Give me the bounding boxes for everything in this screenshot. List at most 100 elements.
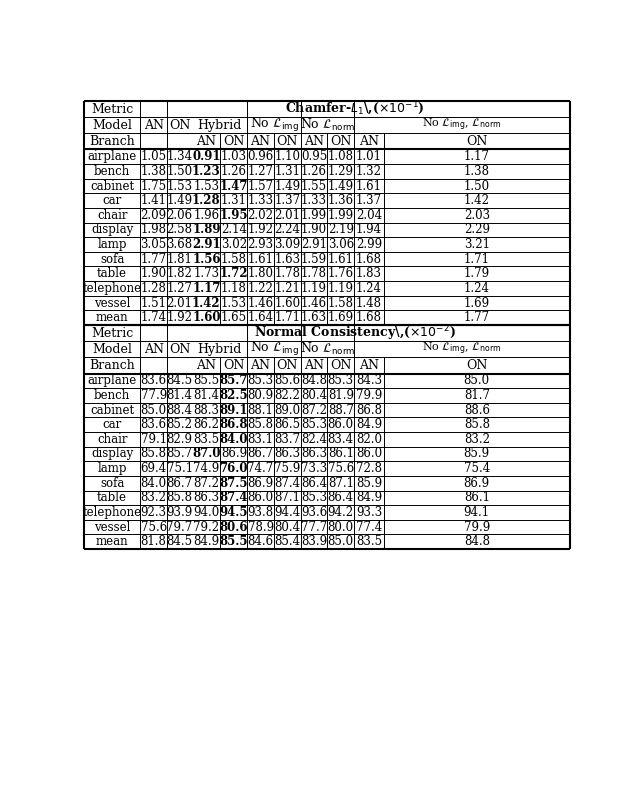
Text: 79.9: 79.9 (356, 389, 382, 402)
Text: 86.3: 86.3 (301, 447, 327, 460)
Text: 82.4: 82.4 (301, 433, 327, 446)
Text: 85.6: 85.6 (275, 375, 300, 388)
Text: 75.9: 75.9 (274, 462, 300, 475)
Text: 83.4: 83.4 (328, 433, 354, 446)
Text: 85.8: 85.8 (141, 447, 166, 460)
Text: 88.3: 88.3 (193, 404, 220, 417)
Text: 1.22: 1.22 (248, 282, 273, 295)
Text: 85.9: 85.9 (356, 477, 382, 489)
Text: 87.4: 87.4 (220, 491, 248, 504)
Text: ON: ON (330, 359, 351, 372)
Text: ON: ON (330, 135, 351, 148)
Text: 1.49: 1.49 (166, 194, 193, 207)
Text: 1.28: 1.28 (141, 282, 166, 295)
Text: ON: ON (276, 135, 298, 148)
Text: 74.7: 74.7 (248, 462, 274, 475)
Text: Metric: Metric (91, 103, 133, 116)
Text: 1.83: 1.83 (356, 267, 382, 280)
Text: 1.53: 1.53 (221, 297, 247, 310)
Text: 1.50: 1.50 (166, 165, 193, 178)
Text: AN: AN (143, 343, 164, 356)
Text: 77.4: 77.4 (356, 521, 382, 534)
Text: car: car (102, 418, 122, 431)
Text: 77.9: 77.9 (141, 389, 167, 402)
Text: 1.49: 1.49 (328, 180, 354, 193)
Text: AN: AN (196, 135, 216, 148)
Text: No $\mathcal{L}_{\rm img}$: No $\mathcal{L}_{\rm img}$ (250, 341, 299, 358)
Text: 3.21: 3.21 (464, 238, 490, 251)
Text: lamp: lamp (97, 238, 127, 251)
Text: 1.17: 1.17 (464, 150, 490, 163)
Text: 1.65: 1.65 (221, 311, 247, 324)
Text: 1.92: 1.92 (166, 311, 193, 324)
Text: 1.81: 1.81 (166, 252, 193, 265)
Text: 1.34: 1.34 (166, 150, 193, 163)
Text: Branch: Branch (90, 359, 135, 372)
Text: 93.3: 93.3 (356, 506, 382, 519)
Text: 2.93: 2.93 (248, 238, 274, 251)
Text: 84.0: 84.0 (141, 477, 166, 489)
Text: 1.69: 1.69 (464, 297, 490, 310)
Text: AN: AN (304, 135, 324, 148)
Text: 81.7: 81.7 (464, 389, 490, 402)
Text: No $\mathcal{L}_{\rm norm}$: No $\mathcal{L}_{\rm norm}$ (300, 341, 355, 358)
Text: 86.7: 86.7 (166, 477, 193, 489)
Text: display: display (91, 223, 133, 236)
Text: 2.01: 2.01 (275, 209, 300, 222)
Text: Branch: Branch (90, 135, 135, 148)
Text: 83.6: 83.6 (141, 418, 166, 431)
Text: 84.5: 84.5 (166, 536, 193, 549)
Text: 1.77: 1.77 (464, 311, 490, 324)
Text: 1.55: 1.55 (301, 180, 327, 193)
Text: 85.3: 85.3 (328, 375, 354, 388)
Text: 2.99: 2.99 (356, 238, 382, 251)
Text: 1.28: 1.28 (192, 194, 221, 207)
Text: 86.7: 86.7 (248, 447, 274, 460)
Text: 92.3: 92.3 (141, 506, 166, 519)
Text: cabinet: cabinet (90, 180, 134, 193)
Text: 1.36: 1.36 (328, 194, 354, 207)
Text: 94.1: 94.1 (464, 506, 490, 519)
Text: 86.2: 86.2 (193, 418, 220, 431)
Text: 1.71: 1.71 (464, 252, 490, 265)
Text: lamp: lamp (97, 462, 127, 475)
Text: 1.58: 1.58 (328, 297, 354, 310)
Text: 84.3: 84.3 (356, 375, 382, 388)
Text: 0.95: 0.95 (301, 150, 327, 163)
Text: 87.2: 87.2 (301, 404, 327, 417)
Text: 75.4: 75.4 (463, 462, 490, 475)
Text: 86.8: 86.8 (356, 404, 382, 417)
Text: AN: AN (251, 359, 271, 372)
Text: 84.8: 84.8 (301, 375, 327, 388)
Text: display: display (91, 447, 133, 460)
Text: airplane: airplane (88, 150, 137, 163)
Text: 1.19: 1.19 (301, 282, 327, 295)
Text: 1.92: 1.92 (248, 223, 273, 236)
Text: Model: Model (92, 119, 132, 132)
Text: No $\mathcal{L}_{\rm norm}$: No $\mathcal{L}_{\rm norm}$ (300, 117, 355, 133)
Text: 1.26: 1.26 (301, 165, 327, 178)
Text: 83.2: 83.2 (141, 491, 166, 504)
Text: 86.4: 86.4 (328, 491, 354, 504)
Text: 79.7: 79.7 (166, 521, 193, 534)
Text: 2.06: 2.06 (166, 209, 193, 222)
Text: 1.23: 1.23 (192, 165, 221, 178)
Text: 85.8: 85.8 (248, 418, 273, 431)
Text: ON: ON (223, 135, 244, 148)
Text: bench: bench (94, 389, 131, 402)
Text: AN: AN (196, 359, 216, 372)
Text: 80.4: 80.4 (275, 521, 300, 534)
Text: 1.63: 1.63 (301, 311, 327, 324)
Text: 85.2: 85.2 (166, 418, 193, 431)
Text: 85.0: 85.0 (464, 375, 490, 388)
Text: 1.77: 1.77 (141, 252, 166, 265)
Text: 1.89: 1.89 (192, 223, 221, 236)
Text: 85.3: 85.3 (301, 491, 327, 504)
Text: 1.29: 1.29 (328, 165, 354, 178)
Text: 77.7: 77.7 (301, 521, 327, 534)
Text: 3.68: 3.68 (166, 238, 193, 251)
Text: 1.33: 1.33 (301, 194, 327, 207)
Text: 1.47: 1.47 (220, 180, 248, 193)
Text: 1.80: 1.80 (248, 267, 273, 280)
Text: table: table (97, 491, 127, 504)
